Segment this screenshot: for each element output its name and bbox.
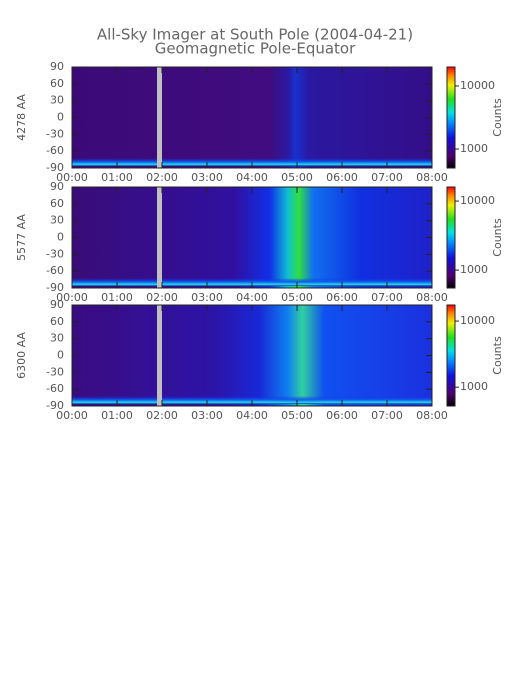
- heatmap-image: [72, 67, 432, 168]
- x-tick-label: 00:00: [56, 171, 88, 184]
- x-tick-label: 04:00: [236, 291, 268, 304]
- x-tick-label: 08:00: [416, 291, 448, 304]
- y-tick-label: -90: [46, 161, 64, 174]
- x-tick-label: 02:00: [146, 291, 178, 304]
- colorbar: [446, 186, 456, 289]
- colorbar-tick-label: 1000: [460, 142, 488, 155]
- x-tick-label: 04:00: [236, 171, 268, 184]
- title: All-Sky Imager at South Pole (2004-04-21…: [97, 26, 413, 44]
- y-tick-label: -30: [46, 127, 64, 140]
- x-tick-label: 01:00: [101, 171, 133, 184]
- colorbar-label: Counts: [491, 98, 504, 137]
- subtitle: Geomagnetic Pole-Equator: [155, 40, 356, 58]
- y-tick-label: 60: [50, 315, 64, 328]
- x-tick-label: 02:00: [146, 409, 178, 422]
- colorbar-tick-label: 10000: [460, 79, 495, 92]
- x-tick-label: 00:00: [56, 409, 88, 422]
- y-tick-label: -60: [46, 382, 64, 395]
- x-tick-label: 00:00: [56, 291, 88, 304]
- y-tick-label: 0: [57, 111, 64, 124]
- x-tick-label: 07:00: [371, 409, 403, 422]
- x-tick-label: 04:00: [236, 409, 268, 422]
- y-tick-label: 0: [57, 349, 64, 362]
- y-tick-label: -90: [46, 281, 64, 294]
- colorbar-label: Counts: [491, 218, 504, 257]
- y-tick-label: -30: [46, 247, 64, 260]
- y-tick-label: 0: [57, 231, 64, 244]
- x-tick-label: 05:00: [281, 171, 313, 184]
- y-tick-label: -60: [46, 264, 64, 277]
- y-tick-label: -30: [46, 365, 64, 378]
- x-tick-label: 06:00: [326, 409, 358, 422]
- x-tick-label: 01:00: [101, 291, 133, 304]
- y-tick-label: 60: [50, 197, 64, 210]
- colorbar-tick-label: 10000: [460, 314, 495, 327]
- x-tick-label: 03:00: [191, 291, 223, 304]
- x-tick-label: 02:00: [146, 171, 178, 184]
- x-tick-label: 08:00: [416, 409, 448, 422]
- heatmap-image: [72, 305, 432, 406]
- y-tick-label: -90: [46, 399, 64, 412]
- colorbar-tick-label: 1000: [460, 263, 488, 276]
- colorbar: [446, 304, 456, 407]
- x-tick-label: 07:00: [371, 291, 403, 304]
- x-tick-label: 03:00: [191, 171, 223, 184]
- y-axis-label: 5577 AA: [15, 214, 28, 261]
- x-tick-label: 05:00: [281, 291, 313, 304]
- colorbar-label: Counts: [491, 336, 504, 375]
- data-gap: [157, 305, 162, 406]
- x-tick-label: 05:00: [281, 409, 313, 422]
- y-axis-label: 6300 AA: [15, 332, 28, 379]
- y-axis-label: 4278 AA: [15, 94, 28, 141]
- y-tick-label: 90: [50, 180, 64, 193]
- data-gap: [157, 187, 162, 288]
- y-tick-label: 60: [50, 77, 64, 90]
- y-tick-label: 30: [50, 94, 64, 107]
- colorbar-tick-label: 10000: [460, 194, 495, 207]
- x-tick-label: 06:00: [326, 171, 358, 184]
- y-tick-label: 90: [50, 298, 64, 311]
- data-gap: [157, 67, 162, 168]
- x-tick-label: 08:00: [416, 171, 448, 184]
- x-tick-label: 07:00: [371, 171, 403, 184]
- y-tick-label: 90: [50, 60, 64, 73]
- y-tick-label: -60: [46, 144, 64, 157]
- x-tick-label: 03:00: [191, 409, 223, 422]
- x-tick-label: 01:00: [101, 409, 133, 422]
- heatmap-image: [72, 187, 432, 288]
- colorbar-tick-label: 1000: [460, 380, 488, 393]
- colorbar: [446, 66, 456, 169]
- x-tick-label: 06:00: [326, 291, 358, 304]
- y-tick-label: 30: [50, 332, 64, 345]
- y-tick-label: 30: [50, 214, 64, 227]
